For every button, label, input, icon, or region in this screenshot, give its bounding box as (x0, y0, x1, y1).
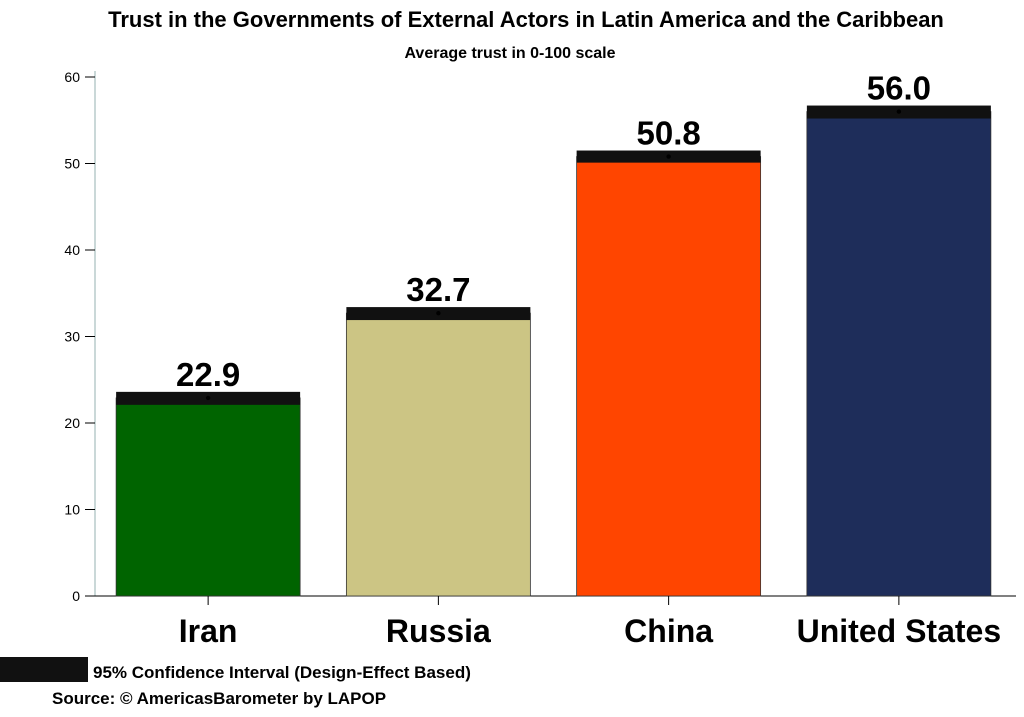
y-tick-label: 40 (64, 242, 80, 258)
chart-subtitle: Average trust in 0-100 scale (404, 45, 615, 62)
source-note: Source: © AmericasBarometer by LAPOP (52, 689, 386, 708)
legend: 95% Confidence Interval (Design-Effect B… (0, 657, 471, 682)
x-tick-label: Iran (179, 613, 238, 649)
mean-point (436, 310, 441, 316)
data-label: 22.9 (176, 356, 240, 393)
y-tick-label: 30 (64, 329, 80, 345)
x-tick-label: Russia (386, 613, 491, 649)
legend-label: 95% Confidence Interval (Design-Effect B… (93, 663, 471, 682)
y-tick-label: 10 (64, 502, 80, 518)
legend-swatch (0, 657, 88, 682)
bar (806, 111, 992, 597)
mean-point (666, 154, 671, 159)
chart-title: Trust in the Governments of External Act… (108, 7, 944, 32)
y-tick-label: 20 (64, 415, 80, 431)
bar (345, 312, 531, 597)
y-tick-label: 0 (72, 588, 80, 604)
bar (115, 397, 301, 597)
y-tick-label: 60 (64, 69, 80, 85)
x-tick-label: China (624, 613, 713, 649)
data-label: 56.0 (867, 70, 931, 107)
data-label: 50.8 (637, 115, 701, 152)
data-label: 32.7 (406, 271, 470, 308)
mean-point (205, 395, 211, 401)
bars: 22.9 32.7 50.8 56.0 (115, 70, 992, 597)
y-tick-label: 50 (64, 156, 80, 172)
x-tick-label: United States (797, 613, 1001, 649)
mean-point (896, 109, 902, 114)
bar (576, 156, 762, 597)
category-labels: Iran Russia China United States (179, 596, 1001, 649)
